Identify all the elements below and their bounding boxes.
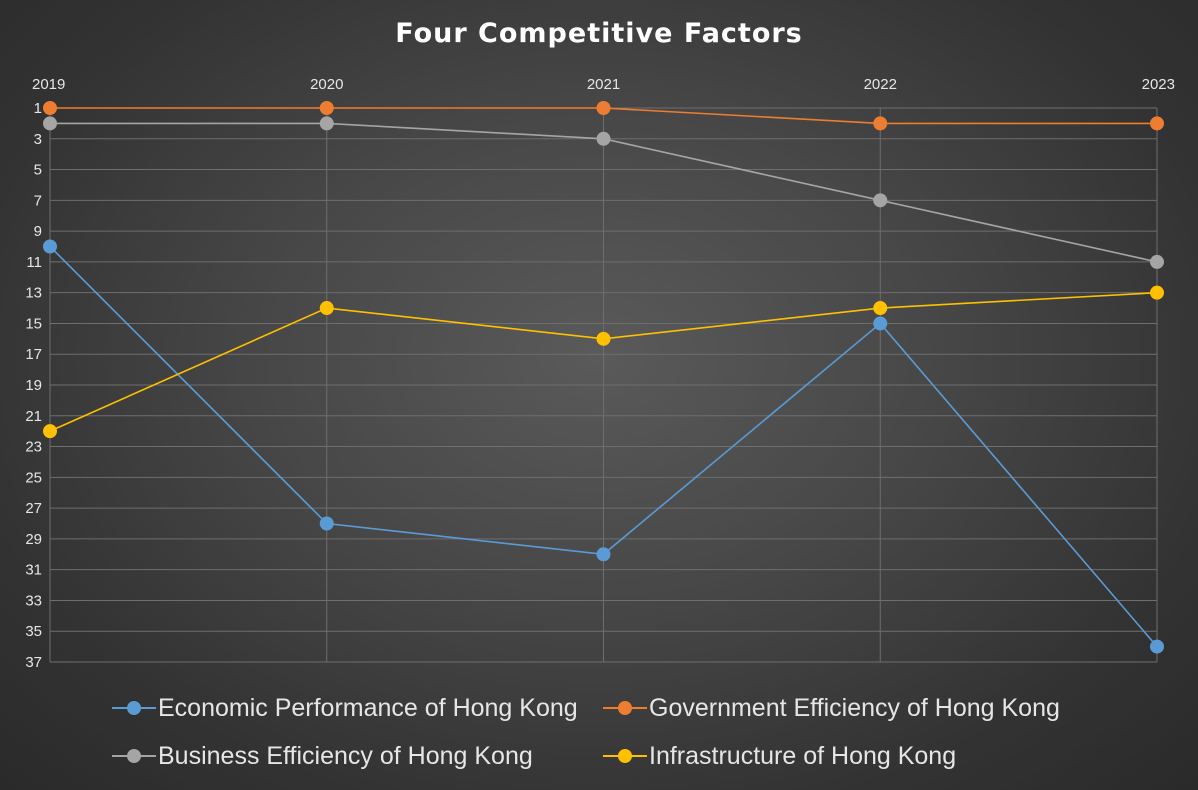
- data-point: [43, 239, 57, 254]
- legend-dot: [127, 701, 141, 715]
- y-tick-label: 3: [34, 131, 42, 148]
- y-tick-label: 23: [25, 439, 42, 456]
- data-point: [319, 516, 334, 531]
- x-tick-label: 2022: [864, 76, 897, 93]
- y-tick-label: 33: [25, 592, 42, 609]
- data-point: [43, 424, 57, 439]
- data-point: [1150, 285, 1164, 300]
- y-tick-label: 35: [25, 623, 42, 640]
- y-tick-label: 37: [25, 654, 42, 671]
- data-point: [1150, 116, 1164, 131]
- y-tick-label: 27: [25, 500, 42, 517]
- y-tick-label: 13: [25, 285, 42, 302]
- y-tick-label: 1: [34, 100, 42, 117]
- y-tick-label: 17: [25, 346, 42, 363]
- legend-item-government-efficiency: Government Efficiency of Hong Kong: [603, 688, 1060, 728]
- data-point: [1150, 639, 1164, 654]
- legend-marker: [603, 688, 647, 728]
- data-point: [596, 331, 611, 346]
- legend-item-business-efficiency: Business Efficiency of Hong Kong: [112, 736, 533, 776]
- legend-dot: [618, 701, 632, 715]
- data-point: [319, 116, 334, 131]
- legend-marker: [603, 736, 647, 776]
- y-tick-label: 15: [25, 315, 42, 332]
- data-point: [319, 101, 334, 115]
- legend-label: Business Efficiency of Hong Kong: [158, 741, 533, 770]
- data-point: [43, 101, 57, 115]
- y-tick-label: 9: [34, 223, 42, 240]
- x-tick-label: 2023: [1142, 76, 1175, 93]
- legend-item-economic-performance: Economic Performance of Hong Kong: [112, 688, 578, 728]
- y-tick-label: 5: [34, 162, 42, 179]
- legend-label: Government Efficiency of Hong Kong: [649, 693, 1060, 722]
- y-tick-label: 21: [25, 408, 42, 425]
- x-tick-label: 2019: [32, 76, 65, 93]
- y-tick-label: 29: [25, 531, 42, 548]
- data-point: [873, 193, 888, 208]
- grid-layer: [49, 107, 1158, 663]
- y-tick-label: 31: [25, 562, 42, 579]
- y-tick-label: 7: [34, 192, 42, 209]
- x-tick-label: 2020: [310, 76, 343, 93]
- data-point: [319, 301, 334, 316]
- data-point: [43, 116, 57, 131]
- y-tick-label: 11: [26, 254, 42, 271]
- data-point: [1150, 254, 1164, 269]
- y-tick-label: 19: [25, 377, 42, 394]
- legend-dot: [127, 749, 141, 763]
- chart-title: Four Competitive Factors: [395, 18, 803, 49]
- data-point: [596, 101, 611, 115]
- data-point: [873, 316, 888, 331]
- y-tick-label: 25: [25, 469, 42, 486]
- data-point: [596, 131, 611, 146]
- legend-marker: [112, 736, 156, 776]
- series-layer: [43, 101, 1164, 654]
- legend-label: Economic Performance of Hong Kong: [158, 693, 578, 722]
- legend-marker: [112, 688, 156, 728]
- data-point: [596, 547, 611, 562]
- x-tick-label: 2021: [587, 76, 620, 93]
- data-point: [873, 301, 888, 316]
- legend-item-infrastructure: Infrastructure of Hong Kong: [603, 736, 956, 776]
- legend-label: Infrastructure of Hong Kong: [649, 741, 957, 770]
- data-point: [873, 116, 888, 131]
- legend-dot: [618, 749, 632, 763]
